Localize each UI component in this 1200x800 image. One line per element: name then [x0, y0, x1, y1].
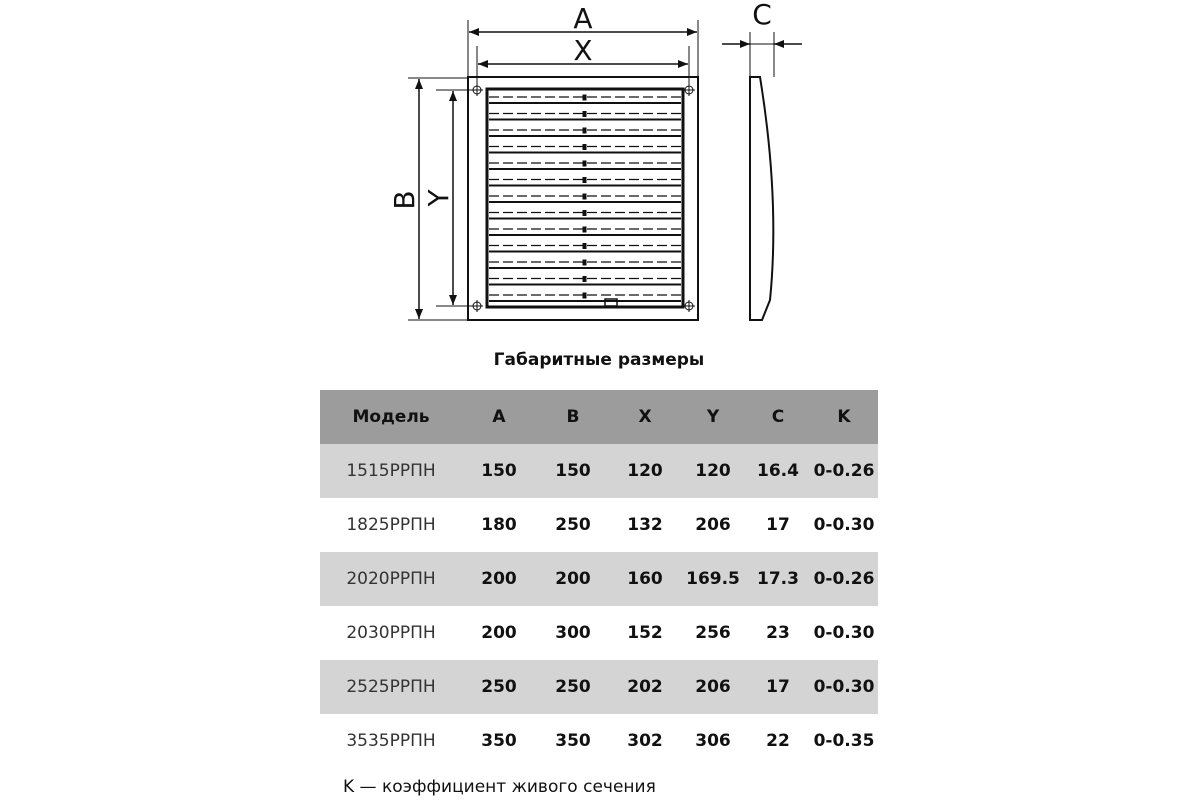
table-title: Габаритные размеры: [493, 350, 705, 370]
cell-b: 300: [555, 623, 591, 643]
cell-k: 0-0.30: [810, 660, 878, 714]
cell-y: 206: [680, 660, 746, 714]
label-a: A: [573, 2, 592, 35]
grille-louver-area: [485, 87, 685, 309]
cell-y: 169.5: [680, 552, 746, 606]
table-row: 3535РРПН 350 350 302 306 22 0-0.35: [320, 714, 878, 768]
footnote: K — коэффициент живого сечения: [343, 777, 656, 797]
cell-b: 250: [536, 660, 610, 714]
cell-c: 17.3: [746, 552, 810, 606]
cell-a: 200: [481, 623, 517, 643]
cell-c: 17: [746, 660, 810, 714]
cell-x: 152: [627, 623, 663, 643]
cell-c: 22: [766, 731, 790, 751]
cell-b: 250: [555, 515, 591, 535]
cell-a: 180: [481, 515, 517, 535]
cell-x: 202: [610, 660, 680, 714]
cell-k: 0-0.26: [810, 444, 878, 498]
label-b: B: [388, 190, 421, 209]
grille-side-profile: [749, 76, 775, 321]
cell-y: 206: [695, 515, 731, 535]
cell-k: 0-0.30: [813, 515, 875, 535]
cell-x: 160: [610, 552, 680, 606]
table-row: 1515РРПН 150 150 120 120 16.4 0-0.26: [320, 444, 878, 498]
cell-a: 200: [462, 552, 536, 606]
cell-model: 3535РРПН: [346, 731, 436, 751]
header-a: A: [462, 390, 536, 444]
cell-k: 0-0.30: [813, 623, 875, 643]
header-k: K: [810, 390, 878, 444]
table-header-row: Модель A B X Y C K: [320, 390, 878, 444]
cell-model: 2525РРПН: [320, 660, 462, 714]
header-y: Y: [680, 390, 746, 444]
cell-a: 350: [481, 731, 517, 751]
cell-model: 2020РРПН: [320, 552, 462, 606]
cell-a: 250: [462, 660, 536, 714]
dimensions-table: Модель A B X Y C K 1515РРПН 150 150 120 120 1…: [320, 390, 878, 768]
cell-model: 1825РРПН: [346, 515, 436, 535]
cell-x: 120: [610, 444, 680, 498]
table-row: 2020РРПН 200 200 160 169.5 17.3 0-0.26: [320, 552, 878, 606]
table-row: 1825РРПН 180 250 132 206 17 0-0.30: [320, 498, 878, 552]
cell-c: 23: [766, 623, 790, 643]
cell-model: 2030РРПН: [346, 623, 436, 643]
cell-x: 132: [627, 515, 663, 535]
cell-model: 1515РРПН: [320, 444, 462, 498]
cell-y: 256: [695, 623, 731, 643]
cell-y: 306: [695, 731, 731, 751]
cell-a: 150: [462, 444, 536, 498]
header-c: C: [746, 390, 810, 444]
cell-b: 150: [536, 444, 610, 498]
cell-k: 0-0.26: [810, 552, 878, 606]
table-row: 2030РРПН 200 300 152 256 23 0-0.30: [320, 606, 878, 660]
label-c: C: [752, 0, 772, 31]
header-model: Модель: [320, 390, 462, 444]
cell-c: 17: [766, 515, 790, 535]
header-x: X: [610, 390, 680, 444]
cell-b: 200: [536, 552, 610, 606]
cell-x: 302: [627, 731, 663, 751]
label-x: X: [573, 34, 592, 67]
cell-k: 0-0.35: [813, 731, 875, 751]
grille-frame: [467, 76, 699, 321]
cell-y: 120: [680, 444, 746, 498]
header-b: B: [536, 390, 610, 444]
table-row: 2525РРПН 250 250 202 206 17 0-0.30: [320, 660, 878, 714]
label-y: Y: [422, 189, 455, 208]
cell-b: 350: [555, 731, 591, 751]
grille-dimension-drawing: A X C B Y: [388, 0, 802, 321]
cell-c: 16.4: [746, 444, 810, 498]
